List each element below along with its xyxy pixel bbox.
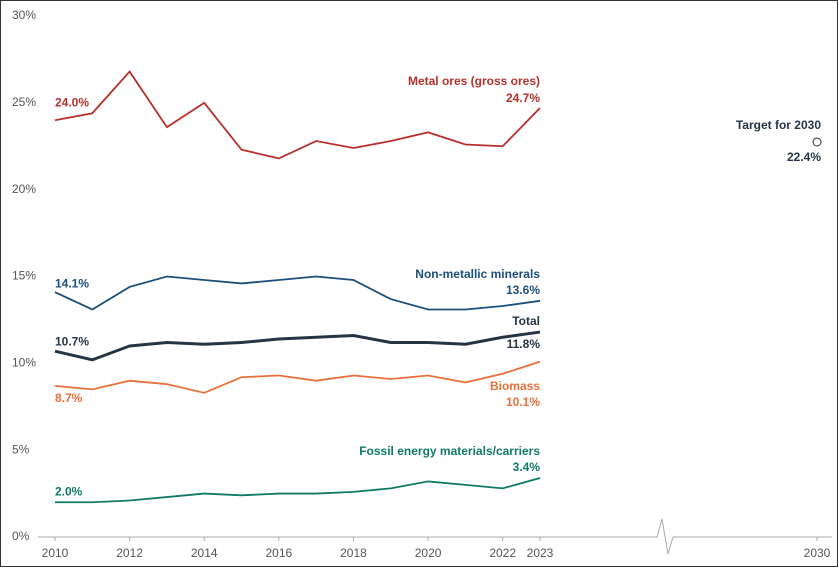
series-name: Total xyxy=(512,314,540,328)
value-label: 24.7% xyxy=(506,91,540,105)
y-tick-label: 20% xyxy=(12,182,36,196)
x-tick-label: 2030 xyxy=(804,546,831,560)
value-label: 24.0% xyxy=(55,95,89,109)
y-tick-label: 15% xyxy=(12,269,36,283)
series-line xyxy=(54,70,541,160)
y-tick-label: 25% xyxy=(12,95,36,109)
value-label: 11.8% xyxy=(507,337,541,351)
y-tick-label: 5% xyxy=(12,442,30,456)
series-line xyxy=(55,477,541,504)
target-label: 22.4% xyxy=(787,150,821,164)
x-tick-label: 2023 xyxy=(527,546,554,560)
value-label: 14.1% xyxy=(55,276,89,290)
series-line xyxy=(54,360,541,394)
value-label: 2.0% xyxy=(55,484,83,498)
series-line xyxy=(54,330,541,362)
value-label: 10.1% xyxy=(506,395,540,409)
x-tick-label: 2014 xyxy=(191,546,218,560)
series-name: Biomass xyxy=(490,379,540,393)
x-tick-label: 2016 xyxy=(265,546,292,560)
target-name: Target for 2030 xyxy=(736,118,821,132)
value-label: 3.4% xyxy=(513,460,541,474)
x-tick-label: 2020 xyxy=(415,546,442,560)
value-label: 13.6% xyxy=(506,283,540,297)
y-tick-label: 0% xyxy=(12,529,30,543)
series-line xyxy=(54,275,541,311)
x-tick-label: 2022 xyxy=(489,546,516,560)
series-name: Fossil energy materials/carriers xyxy=(359,444,540,458)
target-marker xyxy=(812,137,822,147)
series-name: Metal ores (gross ores) xyxy=(408,74,540,88)
series-name: Non-metallic minerals xyxy=(415,267,540,281)
x-tick-label: 2012 xyxy=(116,546,143,560)
x-axis xyxy=(38,518,832,555)
x-tick-label: 2018 xyxy=(340,546,367,560)
value-label: 10.7% xyxy=(55,334,89,348)
y-tick-label: 30% xyxy=(12,8,36,22)
y-tick-label: 10% xyxy=(12,356,36,370)
x-tick-label: 2010 xyxy=(42,546,69,560)
value-label: 8.7% xyxy=(55,391,83,405)
